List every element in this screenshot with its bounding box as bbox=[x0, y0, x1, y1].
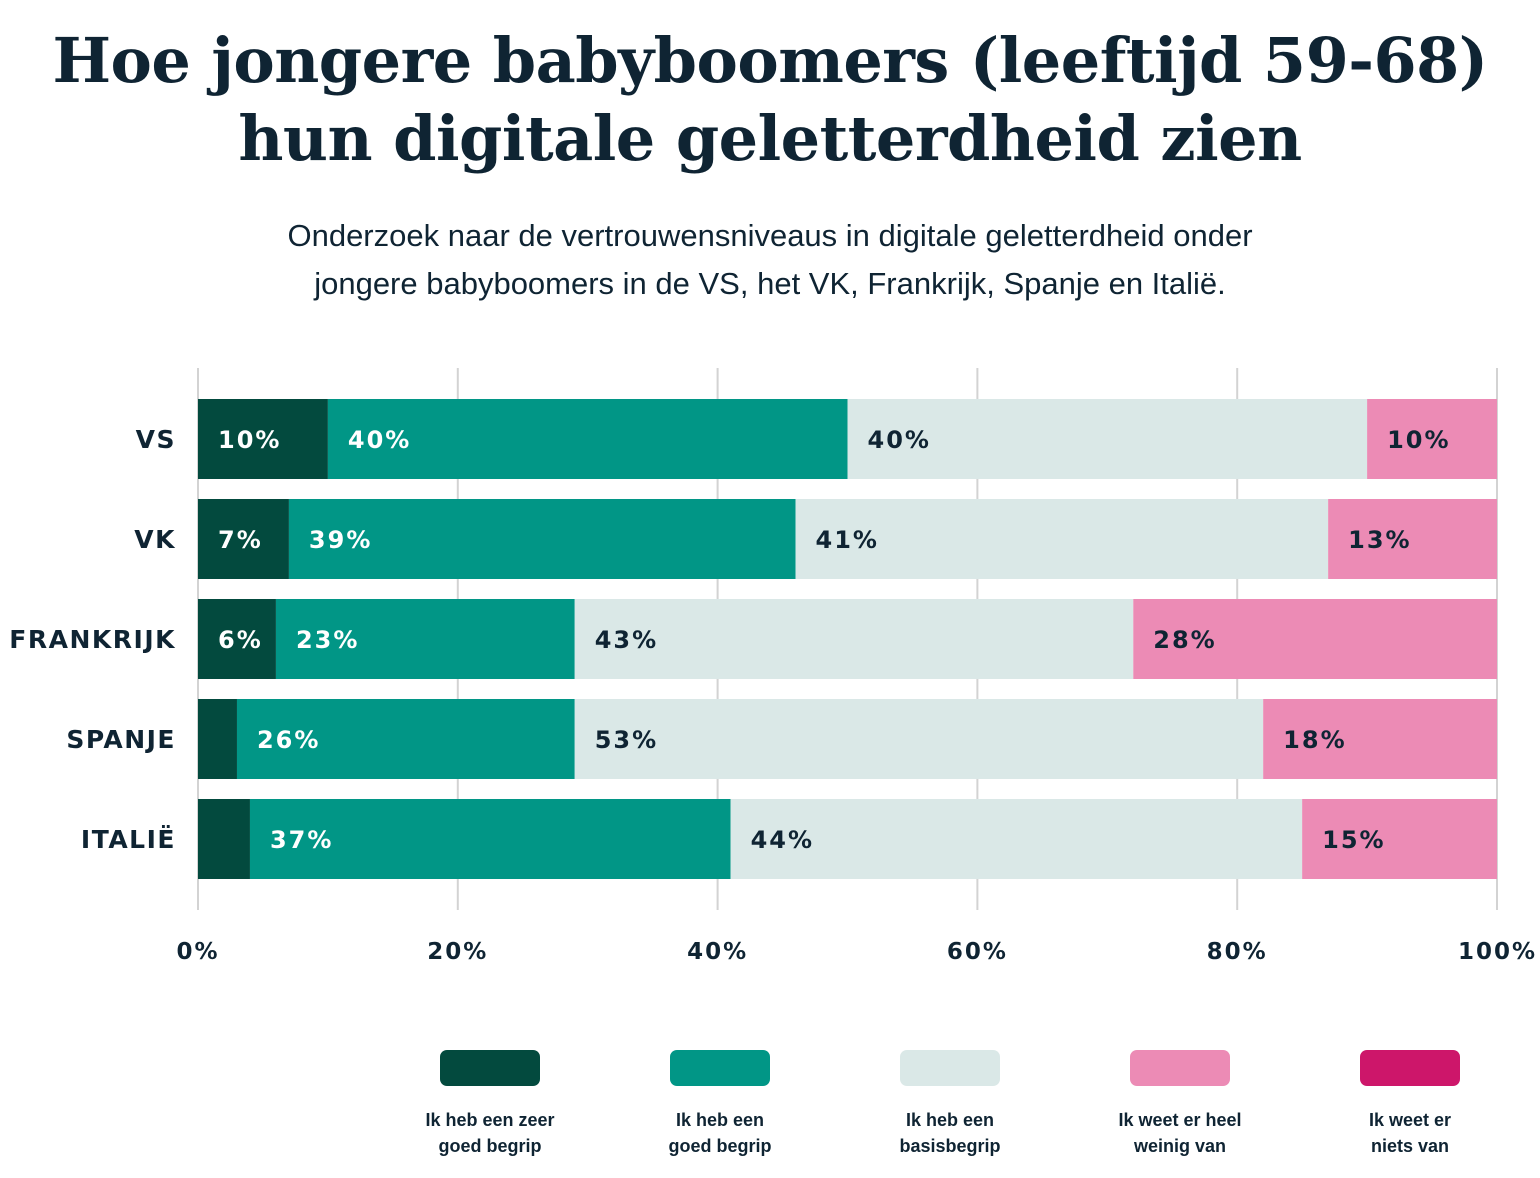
chart-title-line-1: Hoe jongere babyboomers (leeftijd 59-68) bbox=[52, 24, 1488, 97]
category-label-2: FRANKRIJK bbox=[9, 625, 176, 654]
bar-segment-3-3 bbox=[1263, 699, 1497, 779]
data-label-1-2: 41% bbox=[816, 526, 879, 554]
category-label-4: ITALIË bbox=[81, 824, 176, 854]
data-label-4-2: 44% bbox=[751, 826, 814, 854]
legend-swatch-2 bbox=[900, 1050, 1000, 1086]
chart-subtitle-line-1: Onderzoek naar de vertrouwensniveaus in … bbox=[287, 218, 1253, 253]
bar-segment-0-3 bbox=[1367, 399, 1497, 479]
legend-label-1-0: Ik heb een bbox=[676, 1110, 764, 1130]
legend-label-4-0: Ik weet er bbox=[1369, 1110, 1451, 1130]
bar-segment-1-3 bbox=[1328, 499, 1497, 579]
x-tick-label-3: 60% bbox=[947, 939, 1008, 965]
data-label-0-3: 10% bbox=[1387, 426, 1450, 454]
data-label-0-2: 40% bbox=[868, 426, 931, 454]
legend-label-1-1: goed begrip bbox=[669, 1136, 772, 1156]
data-label-2-0: 6% bbox=[218, 626, 263, 654]
legend-label-0-1: goed begrip bbox=[439, 1136, 542, 1156]
bar-segment-2-3 bbox=[1133, 599, 1497, 679]
bar-segment-2-0 bbox=[198, 599, 276, 679]
x-tick-label-4: 80% bbox=[1207, 939, 1268, 965]
bar-segment-3-0 bbox=[198, 699, 237, 779]
data-label-1-0: 7% bbox=[218, 526, 263, 554]
data-label-3-1: 26% bbox=[257, 726, 320, 754]
bars: 10% 40% 40% 10% 7% 39% 41% 13% 6% 23% 43% 28% 26% 53%… bbox=[198, 399, 1497, 879]
chart-subtitle-line-2: jongere babyboomers in de VS, het VK, Fr… bbox=[314, 266, 1226, 301]
legend: Ik heb een zeer goed begrip Ik heb een goed… bbox=[425, 1050, 1460, 1156]
legend-label-0-0: Ik heb een zeer bbox=[425, 1110, 554, 1130]
data-label-0-1: 40% bbox=[348, 426, 411, 454]
legend-swatch-0 bbox=[440, 1050, 540, 1086]
data-label-2-2: 43% bbox=[595, 626, 658, 654]
legend-label-2-0: Ik heb een bbox=[906, 1110, 994, 1130]
chart-title: Hoe jongere babyboomers (leeftijd 59-68)… bbox=[0, 22, 1540, 178]
legend-label-3-0: Ik weet er heel bbox=[1118, 1110, 1241, 1130]
data-label-3-3: 18% bbox=[1283, 726, 1346, 754]
x-tick-label-2: 40% bbox=[687, 939, 748, 965]
bar-segment-2-2 bbox=[574, 599, 1134, 679]
bar-segment-1-1 bbox=[288, 499, 796, 579]
bar-segment-0-2 bbox=[847, 399, 1368, 479]
bar-segment-3-1 bbox=[236, 699, 575, 779]
bar-segment-4-3 bbox=[1302, 799, 1497, 879]
chart-title-line-2: hun digitale geletterdheid zien bbox=[238, 102, 1302, 175]
bar-segment-1-2 bbox=[795, 499, 1329, 579]
bar-segment-3-2 bbox=[574, 699, 1264, 779]
x-tick-label-1: 20% bbox=[427, 939, 488, 965]
legend-label-2-1: basisbegrip bbox=[899, 1136, 1000, 1156]
data-label-1-1: 39% bbox=[309, 526, 372, 554]
data-label-1-3: 13% bbox=[1348, 526, 1411, 554]
legend-label-3-1: weinig van bbox=[1133, 1136, 1226, 1156]
category-labels: VS VK FRANKRIJK SPANJE ITALIË bbox=[9, 425, 176, 854]
x-tick-label-0: 0% bbox=[176, 939, 219, 965]
bar-segment-0-0 bbox=[198, 399, 328, 479]
category-label-0: VS bbox=[136, 425, 176, 454]
bar-segment-4-0 bbox=[198, 799, 250, 879]
x-axis-tick-labels: 0% 20% 40% 60% 80% 100% bbox=[176, 939, 1537, 965]
chart-subtitle: Onderzoek naar de vertrouwensniveaus in … bbox=[0, 212, 1540, 308]
bar-segment-4-2 bbox=[730, 799, 1303, 879]
data-label-0-0: 10% bbox=[218, 426, 281, 454]
category-label-3: SPANJE bbox=[66, 725, 176, 754]
data-label-2-3: 28% bbox=[1153, 626, 1216, 654]
legend-label-4-1: niets van bbox=[1371, 1136, 1449, 1156]
data-label-3-2: 53% bbox=[595, 726, 658, 754]
legend-swatch-1 bbox=[670, 1050, 770, 1086]
bar-segment-0-1 bbox=[327, 399, 848, 479]
bar-segment-1-0 bbox=[198, 499, 289, 579]
data-label-2-1: 23% bbox=[296, 626, 359, 654]
legend-swatch-3 bbox=[1130, 1050, 1230, 1086]
data-label-4-3: 15% bbox=[1322, 826, 1385, 854]
legend-swatch-4 bbox=[1360, 1050, 1460, 1086]
bar-segment-4-1 bbox=[249, 799, 731, 879]
data-label-4-1: 37% bbox=[270, 826, 333, 854]
bar-segment-2-1 bbox=[275, 599, 575, 679]
x-tick-label-5: 100% bbox=[1458, 939, 1537, 965]
category-label-1: VK bbox=[134, 525, 176, 554]
